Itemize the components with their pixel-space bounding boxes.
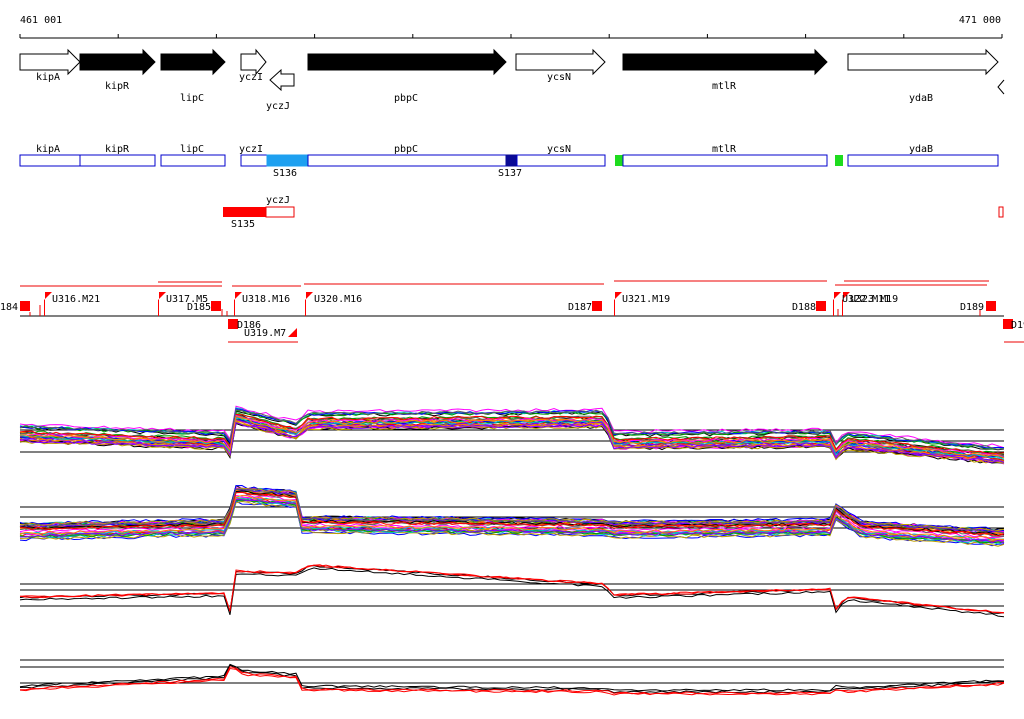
expression-panel-selected-upper [19, 564, 1005, 618]
box-label-yczI: yczI [239, 144, 263, 155]
transcript-box-yczI[interactable] [240, 154, 268, 167]
box-label-ydaB: ydaB [909, 144, 933, 155]
gene-label-yczJ: yczJ [266, 101, 290, 112]
segment-label-S137: S137 [498, 168, 522, 179]
transcript-box-lipC[interactable] [160, 154, 226, 167]
expression-series-line [19, 488, 1005, 534]
segment-label-S136: S136 [273, 168, 297, 179]
gene-arrow-lipC[interactable] [160, 48, 226, 76]
coordinate-ruler: 461 001 471 000 [19, 15, 1003, 39]
transcript-box-ycsN[interactable] [516, 154, 606, 167]
expression-series-line [19, 488, 1005, 534]
box-label-yczJ: yczJ [266, 195, 290, 206]
expression-panel-all-lower [19, 484, 1005, 547]
gene-label-yczI: yczI [239, 72, 263, 83]
segment-S137[interactable] [505, 154, 518, 167]
gene-arrow-yczI[interactable] [240, 48, 267, 76]
gene-label-ydaB: ydaB [909, 93, 933, 104]
box-label-kipA: kipA [36, 144, 60, 155]
box-label-lipC: lipC [180, 144, 204, 155]
box-label-kipR: kipR [105, 144, 130, 155]
gene-arrow-ycsN[interactable] [515, 48, 606, 76]
segment-S136[interactable] [266, 154, 308, 167]
gene-arrow-ydaB[interactable] [847, 48, 999, 76]
gene-arrow-partial-edge [997, 79, 1005, 95]
expression-series-line [19, 499, 1005, 544]
expression-series-line [19, 409, 1005, 450]
expression-series-line [20, 666, 1005, 695]
expression-series-line [19, 490, 1005, 536]
gene-label-pbpC: pbpC [394, 93, 418, 104]
expression-series-line [19, 491, 1005, 537]
end-coordinate: 471 000 [959, 15, 1001, 26]
gene-arrow-pbpC[interactable] [307, 48, 507, 76]
box-label-mtlR: mtlR [712, 144, 737, 155]
gene-label-ycsN: ycsN [547, 72, 571, 83]
tiling-label-D188: D188 [792, 302, 816, 313]
gene-arrow-mtlR[interactable] [622, 48, 828, 76]
tiling-label-U319-M7: U319.M7 [244, 328, 286, 339]
expression-series-line [19, 415, 1005, 459]
expression-series-line [19, 663, 1005, 692]
box-label-ycsN: ycsN [547, 144, 571, 155]
tiling-label-U317-M5: U317.M5 [166, 294, 208, 305]
expression-series-line [19, 417, 1005, 461]
expression-series-line [19, 564, 1005, 614]
tiling-label-D185: D185 [187, 302, 211, 313]
gene-arrow-yczJ[interactable] [269, 68, 295, 92]
transcript-box-ydaB[interactable] [847, 154, 999, 167]
gene-arrow-kipR[interactable] [79, 48, 156, 76]
expression-series-line [19, 421, 1005, 463]
tiling-label-D186: D186 [237, 320, 261, 331]
expression-panel-selected-lower [19, 659, 1005, 696]
expression-series-line [19, 410, 1005, 450]
tiling-label-U318-M16: U318.M16 [242, 294, 290, 305]
gene-arrow-kipA[interactable] [19, 48, 81, 76]
green-marker-1[interactable] [615, 155, 623, 166]
tiling-label-D187: D187 [568, 302, 592, 313]
tiling-label-U316-M21: U316.M21 [52, 294, 100, 305]
segment-S135[interactable] [223, 207, 266, 217]
tiling-label-D19: D19 [1011, 320, 1024, 331]
expression-panel-all-upper [19, 405, 1005, 465]
gene-label-kipA: kipA [36, 72, 60, 83]
tiling-label-184: 184 [0, 302, 18, 313]
edge-marker-red [998, 206, 1004, 218]
gene-label-kipR: kipR [105, 81, 130, 92]
gene-label-lipC: lipC [180, 93, 204, 104]
expression-series-line [19, 413, 1005, 454]
start-coordinate: 461 001 [20, 15, 62, 26]
box-label-pbpC: pbpC [394, 144, 418, 155]
tiling-label-D189: D189 [960, 302, 984, 313]
green-marker-2[interactable] [835, 155, 843, 166]
transcript-track: kipA kipR lipC yczI pbpC ycsN mtlR ydaB … [19, 144, 1004, 230]
tiling-label-U322-M11: U322.M11 [842, 294, 890, 305]
transcript-box-kipR[interactable] [79, 154, 156, 167]
transcript-box-yczJ[interactable] [265, 206, 295, 218]
tiling-label-U320-M16: U320.M16 [314, 294, 362, 305]
expression-series-line [19, 664, 1004, 694]
segment-label-S135: S135 [231, 219, 255, 230]
gene-track: kipA kipR lipC yczI yczJ pbpC ycsN mtlR … [19, 48, 1005, 112]
gene-label-mtlR: mtlR [712, 81, 737, 92]
tiling-label-U321-M19: U321.M19 [622, 294, 670, 305]
expression-series-line [19, 494, 1005, 541]
tiling-track: 184 U316.M21 U317.M5 D185 D186 U318.M16 … [0, 280, 1024, 343]
expression-series-line [19, 484, 1005, 532]
transcript-box-mtlR[interactable] [622, 154, 828, 167]
expression-series-line [19, 567, 1005, 618]
transcript-box-pbpC[interactable] [307, 154, 507, 167]
transcript-box-kipA[interactable] [19, 154, 81, 167]
tiling-label-U323-M19: U323.M19 [850, 294, 898, 305]
